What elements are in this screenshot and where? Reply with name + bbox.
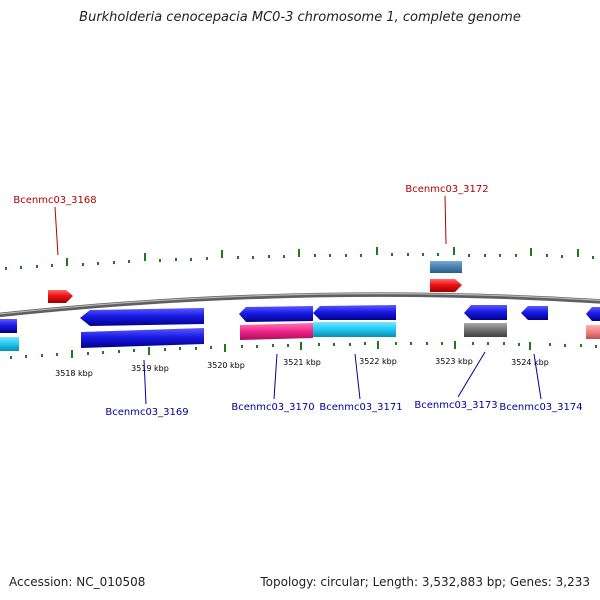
feature-partial-right-pink[interactable] bbox=[586, 325, 600, 339]
gene-label-bcenmc03-3173[interactable]: Bcenmc03_3173 bbox=[414, 400, 497, 411]
gene-label-bcenmc03-3169[interactable]: Bcenmc03_3169 bbox=[105, 407, 188, 418]
scale-label-3518: 3518 kbp bbox=[55, 369, 93, 378]
feature-bcenmc03-3169[interactable] bbox=[81, 328, 204, 348]
feature-bcenmc03-3173[interactable] bbox=[464, 305, 507, 320]
gene-label-bcenmc03-3170[interactable]: Bcenmc03_3170 bbox=[231, 402, 314, 413]
scale-label-3522: 3522 kbp bbox=[359, 357, 397, 366]
gene-label-bcenmc03-3172[interactable]: Bcenmc03_3172 bbox=[405, 184, 488, 195]
gene-label-bcenmc03-3174[interactable]: Bcenmc03_3174 bbox=[499, 402, 582, 413]
leader-line-3168 bbox=[54, 206, 59, 256]
accession-label: Accession: NC_010508 bbox=[9, 575, 146, 589]
feature-partial-left[interactable] bbox=[0, 319, 17, 333]
feature-partial-right[interactable] bbox=[586, 307, 600, 321]
feature-bcenmc03-3168[interactable] bbox=[48, 290, 73, 303]
leader-line-3174 bbox=[533, 353, 542, 400]
feature-bcenmc03-3169-upper[interactable] bbox=[80, 308, 204, 326]
gene-label-bcenmc03-3168[interactable]: Bcenmc03_3168 bbox=[13, 195, 96, 206]
leader-line-3170 bbox=[273, 353, 278, 400]
feature-bcenmc03-3170[interactable] bbox=[239, 306, 313, 322]
scale-label-3524: 3524 kbp bbox=[511, 358, 549, 367]
leader-line-3171 bbox=[354, 353, 361, 400]
inner-tick-track bbox=[10, 341, 597, 359]
scale-label-3520: 3520 kbp bbox=[207, 361, 245, 370]
feature-partial-left-cyan[interactable] bbox=[0, 337, 19, 351]
scale-label-3521: 3521 kbp bbox=[283, 358, 321, 367]
feature-bcenmc03-3172-upper[interactable] bbox=[430, 261, 462, 273]
map-title: Burkholderia cenocepacia MC0-3 chromosom… bbox=[79, 10, 521, 25]
backbone-highlight bbox=[0, 292, 600, 315]
topology-label: Topology: circular; Length: 3,532,883 bp… bbox=[260, 575, 590, 589]
feature-bcenmc03-3170-magenta[interactable] bbox=[240, 323, 313, 340]
feature-bcenmc03-3172[interactable] bbox=[430, 279, 462, 292]
gene-label-bcenmc03-3171[interactable]: Bcenmc03_3171 bbox=[319, 402, 402, 413]
feature-bcenmc03-3174[interactable] bbox=[521, 306, 548, 320]
feature-bcenmc03-3171-cyan[interactable] bbox=[313, 322, 396, 337]
scale-label-3519: 3519 kbp bbox=[131, 364, 169, 373]
leader-line-3173 bbox=[457, 351, 486, 398]
feature-bcenmc03-3171[interactable] bbox=[313, 305, 396, 320]
leader-line-3169 bbox=[143, 359, 147, 405]
outer-tick-track bbox=[5, 247, 594, 270]
feature-bcenmc03-3173-gray[interactable] bbox=[464, 323, 507, 337]
scale-label-3523: 3523 kbp bbox=[435, 357, 473, 366]
leader-line-3172 bbox=[444, 195, 447, 245]
chromosome-backbone bbox=[0, 292, 600, 318]
